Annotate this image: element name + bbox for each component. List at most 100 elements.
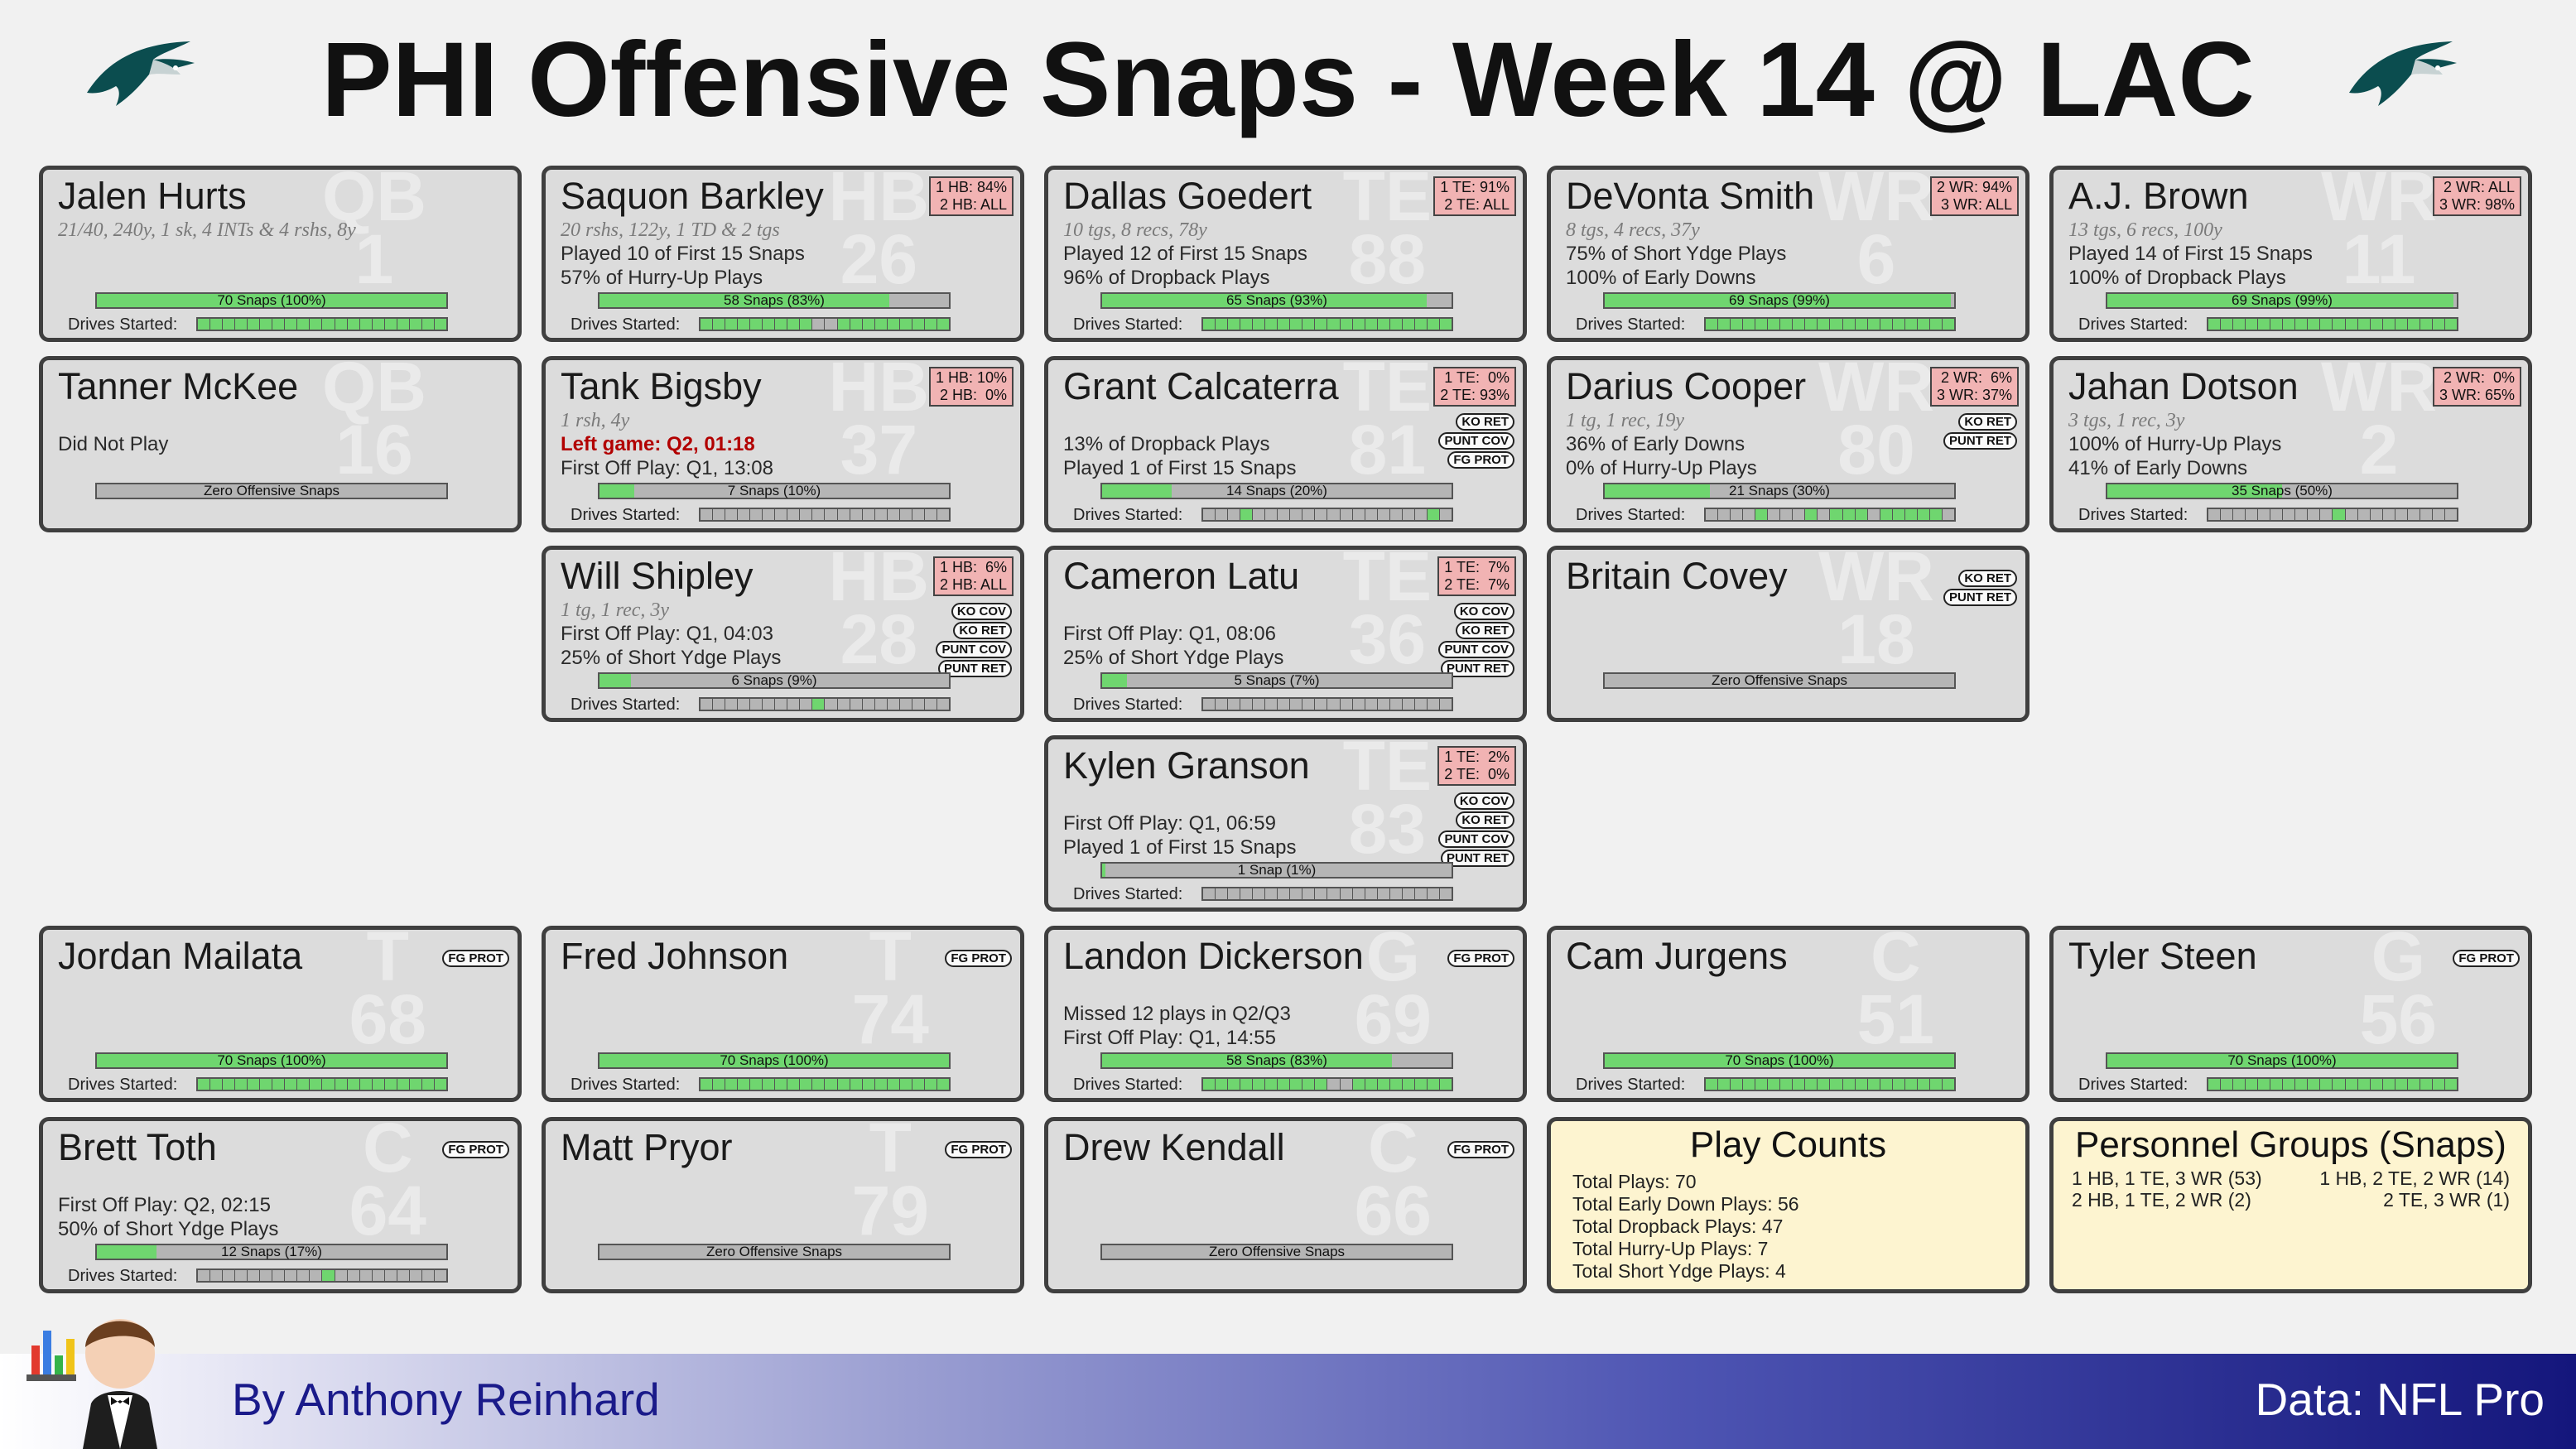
snap-share-bar: 21 Snaps (30%)	[1603, 483, 1956, 499]
position-watermark: T 79	[851, 1117, 929, 1249]
drive-segment	[2432, 319, 2445, 330]
drives-started-track	[1201, 508, 1453, 522]
drive-segment	[874, 319, 888, 330]
snap-share-bar: 5 Snaps (7%)	[1100, 672, 1453, 689]
drive-segment	[1203, 1079, 1216, 1090]
drive-segment	[787, 699, 801, 710]
player-name: Landon Dickerson	[1063, 935, 1364, 977]
snap-count-label: 12 Snaps (17%)	[221, 1244, 322, 1259]
position-watermark: WR 18	[1818, 546, 1934, 678]
special-teams-tags: FG PROT	[2453, 950, 2520, 967]
drive-segment	[1793, 509, 1806, 520]
drive-segment	[1240, 319, 1254, 330]
drive-segment	[1780, 319, 1794, 330]
drives-started-track	[2207, 1077, 2458, 1091]
snap-share-bar: 12 Snaps (17%)	[95, 1244, 448, 1260]
drive-segment	[1706, 319, 1719, 330]
drive-segment	[1378, 699, 1390, 710]
drive-segment	[310, 1270, 323, 1281]
drive-segment	[1440, 888, 1452, 899]
snap-share-bar: 1 Snap (1%)	[1100, 862, 1453, 879]
drive-segment	[701, 1079, 714, 1090]
drive-segment	[2346, 509, 2358, 520]
drive-segment	[2270, 509, 2284, 520]
drives-started-label: Drives Started:	[68, 1076, 178, 1094]
drive-segment	[384, 1079, 397, 1090]
drives-started-label: Drives Started:	[571, 1076, 681, 1094]
snap-share-fill	[599, 674, 631, 687]
player-stat-line: 41% of Early Downs	[2068, 457, 2248, 479]
drive-segment	[1216, 1079, 1229, 1090]
drive-segment	[1427, 319, 1440, 330]
drives-started-track	[1704, 508, 1956, 522]
snap-share-bar: 6 Snaps (9%)	[598, 672, 951, 689]
drive-segment	[1327, 509, 1341, 520]
position-watermark: G 69	[1354, 926, 1432, 1058]
position-watermark: QB 1	[322, 166, 426, 298]
player-name: DeVonta Smith	[1566, 175, 1815, 217]
drive-segment	[1302, 888, 1316, 899]
drive-segment	[800, 699, 813, 710]
drive-segment	[825, 699, 838, 710]
player-name: Grant Calcaterra	[1063, 365, 1339, 407]
player-stat-line: First Off Play: Q1, 08:06	[1063, 623, 1276, 645]
player-stat-line: Played 1 of First 15 Snaps	[1063, 457, 1297, 479]
player-stat-line: 1 rsh, 4y	[561, 410, 630, 431]
drive-segment	[1290, 319, 1303, 330]
drive-segment	[787, 319, 801, 330]
drive-segment	[1327, 319, 1341, 330]
drive-segment	[1718, 509, 1731, 520]
special-teams-tag: FG PROT	[945, 1141, 1012, 1158]
role-share-badge: 2 WR: 6% 3 WR: 37%	[1929, 367, 2019, 407]
drive-segment	[2395, 509, 2408, 520]
position-watermark: T 74	[851, 926, 929, 1058]
snap-share-fill	[97, 294, 446, 307]
snap-count-label: 6 Snaps (9%)	[731, 672, 817, 688]
drive-segment	[812, 1079, 826, 1090]
special-teams-tags: KO RET PUNT COV FG PROT	[1438, 413, 1514, 469]
role-share-badge: 2 WR: 94% 3 WR: ALL	[1929, 176, 2019, 216]
drive-segment	[1402, 319, 1415, 330]
drive-segment	[348, 1270, 360, 1281]
drive-segment	[1855, 509, 1868, 520]
drives-started-label: Drives Started:	[571, 315, 681, 334]
snap-share-bar: 70 Snaps (100%)	[2106, 1052, 2458, 1069]
drives-started-label: Drives Started:	[1073, 315, 1183, 334]
snap-count-label: 70 Snaps (100%)	[2227, 1052, 2337, 1068]
drive-segment	[725, 509, 739, 520]
drive-segment	[1768, 319, 1781, 330]
drive-segment	[2407, 319, 2420, 330]
drive-segment	[1389, 1079, 1403, 1090]
snap-share-fill	[2107, 294, 2453, 307]
position-watermark: WR 2	[2321, 356, 2437, 489]
player-card: TE 83 Kylen Granson First Off Play: Q1, 06…	[1044, 735, 1527, 912]
drive-segment	[1315, 509, 1328, 520]
player-name: Britain Covey	[1566, 555, 1788, 597]
drive-segment	[787, 509, 801, 520]
special-teams-tag: FG PROT	[442, 1141, 509, 1158]
drive-segment	[862, 1079, 875, 1090]
player-stat-line: First Off Play: Q1, 06:59	[1063, 812, 1276, 835]
personnel-groups-card: Personnel Groups (Snaps) 1 HB, 1 TE, 3 W…	[2049, 1117, 2532, 1293]
drives-started-track	[1201, 317, 1453, 331]
drive-segment	[738, 1079, 751, 1090]
player-name: Cameron Latu	[1063, 555, 1300, 597]
drive-segment	[937, 319, 949, 330]
player-name: Fred Johnson	[561, 935, 789, 977]
snap-count-label: 70 Snaps (100%)	[1725, 1052, 1834, 1068]
snap-share-fill	[1102, 1054, 1393, 1067]
drive-segment	[1216, 699, 1229, 710]
player-card: TE 88 Dallas Goedert 10 tgs, 8 recs, 78y Pl…	[1044, 166, 1527, 342]
drive-segment	[1315, 699, 1328, 710]
drive-segment	[1365, 699, 1378, 710]
drive-segment	[1240, 509, 1254, 520]
drive-segment	[1868, 509, 1880, 520]
drive-segment	[310, 319, 323, 330]
drive-segment	[1917, 509, 1930, 520]
player-card: C 51 Cam Jurgens 70 Snaps (100%) Drives St…	[1547, 926, 2030, 1102]
drive-segment	[421, 319, 435, 330]
player-stat-line: First Off Play: Q2, 02:15	[58, 1194, 271, 1216]
drive-segment	[1428, 699, 1440, 710]
drive-segment	[2382, 1079, 2395, 1090]
drive-segment	[912, 509, 925, 520]
